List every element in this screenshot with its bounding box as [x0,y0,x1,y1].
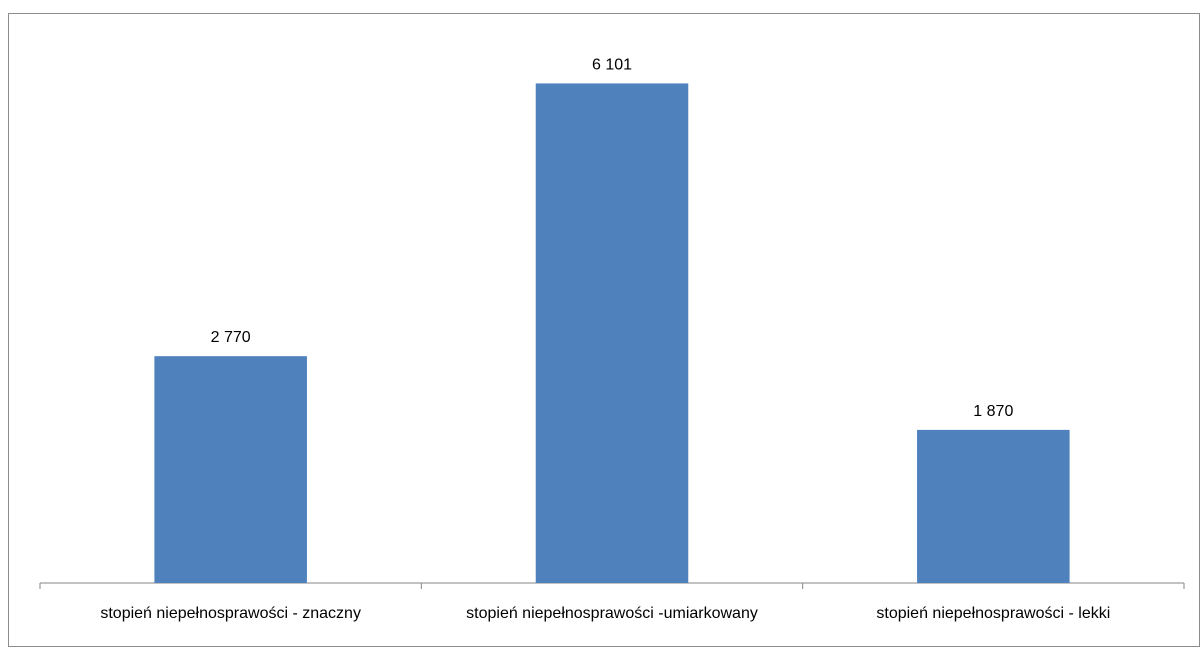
x-axis-ticks [39,583,1185,589]
bar [154,356,307,583]
data-labels-group: 2 770 6 101 1 870 [211,56,1014,419]
bar [535,83,689,584]
bars-group [154,83,1070,584]
category-label: stopień niepełnosprawości -umiarkowany [466,605,758,622]
bar [917,429,1070,583]
data-label: 6 101 [592,56,632,73]
category-label: stopień niepełnosprawości - znaczny [100,605,361,622]
category-labels-group: stopień niepełnosprawości - znaczny stopi… [100,605,1110,622]
data-label: 2 770 [211,329,251,346]
chart-frame [8,13,1200,647]
category-label: stopień niepełnosprawości - lekki [876,605,1110,622]
data-label: 1 870 [973,403,1013,420]
